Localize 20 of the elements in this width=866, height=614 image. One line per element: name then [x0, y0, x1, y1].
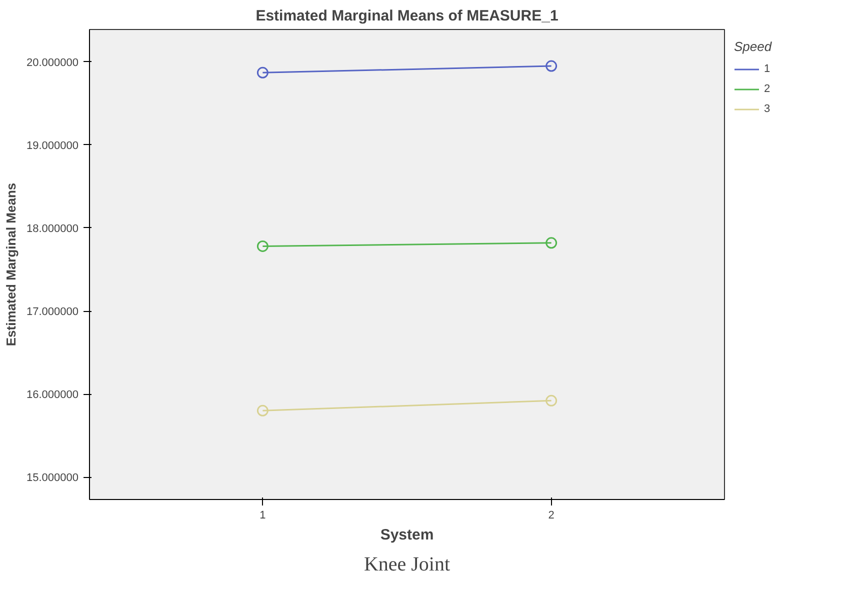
legend-label: 2 [764, 83, 772, 95]
y-tick-label: 18.000000 [26, 222, 78, 235]
legend-label: 1 [764, 63, 772, 75]
point [546, 394, 558, 406]
x-axis-title: System [380, 526, 434, 544]
y-tick-label: 16.000000 [26, 389, 78, 402]
point [256, 66, 268, 78]
point [546, 237, 558, 249]
y-tick-label: 19.000000 [26, 140, 78, 152]
point [256, 240, 268, 252]
y-tick-label: 15.000000 [26, 472, 78, 484]
legend-title: Speed [734, 39, 773, 54]
point [546, 60, 558, 72]
point [256, 404, 268, 416]
text: Knee Joint [364, 554, 450, 576]
chart-title: Estimated Marginal Means of MEASURE_1 [256, 8, 558, 24]
legend-label: 3 [764, 103, 772, 115]
y-axis-title: Estimated Marginal Means [4, 182, 18, 346]
y-tick-label: 17.000000 [26, 306, 78, 318]
y-tick-label: 20.000000 [26, 56, 78, 69]
